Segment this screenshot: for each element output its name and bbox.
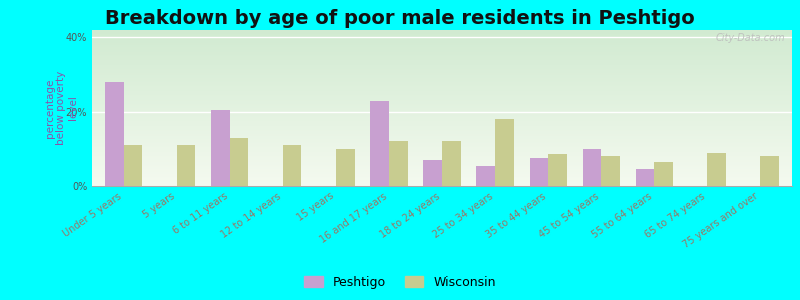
Bar	[389, 141, 407, 186]
Bar	[283, 145, 302, 186]
Bar	[106, 82, 124, 186]
Bar	[582, 149, 601, 186]
Bar	[548, 154, 566, 186]
Bar	[477, 166, 495, 186]
Bar	[654, 162, 673, 186]
Y-axis label: percentage
below poverty
level: percentage below poverty level	[45, 71, 78, 145]
Bar	[230, 138, 249, 186]
Bar	[495, 119, 514, 186]
Bar	[530, 158, 548, 186]
Text: City-Data.com: City-Data.com	[715, 33, 785, 43]
Bar	[336, 149, 354, 186]
Bar	[442, 141, 461, 186]
Bar	[635, 169, 654, 186]
Bar	[601, 156, 620, 186]
Legend: Peshtigo, Wisconsin: Peshtigo, Wisconsin	[299, 271, 501, 294]
Bar	[124, 145, 142, 186]
Bar	[177, 145, 195, 186]
Bar	[211, 110, 230, 186]
Bar	[707, 153, 726, 186]
Bar	[370, 100, 389, 186]
Bar	[423, 160, 442, 186]
Bar	[760, 156, 778, 186]
Text: Breakdown by age of poor male residents in Peshtigo: Breakdown by age of poor male residents …	[105, 9, 695, 28]
